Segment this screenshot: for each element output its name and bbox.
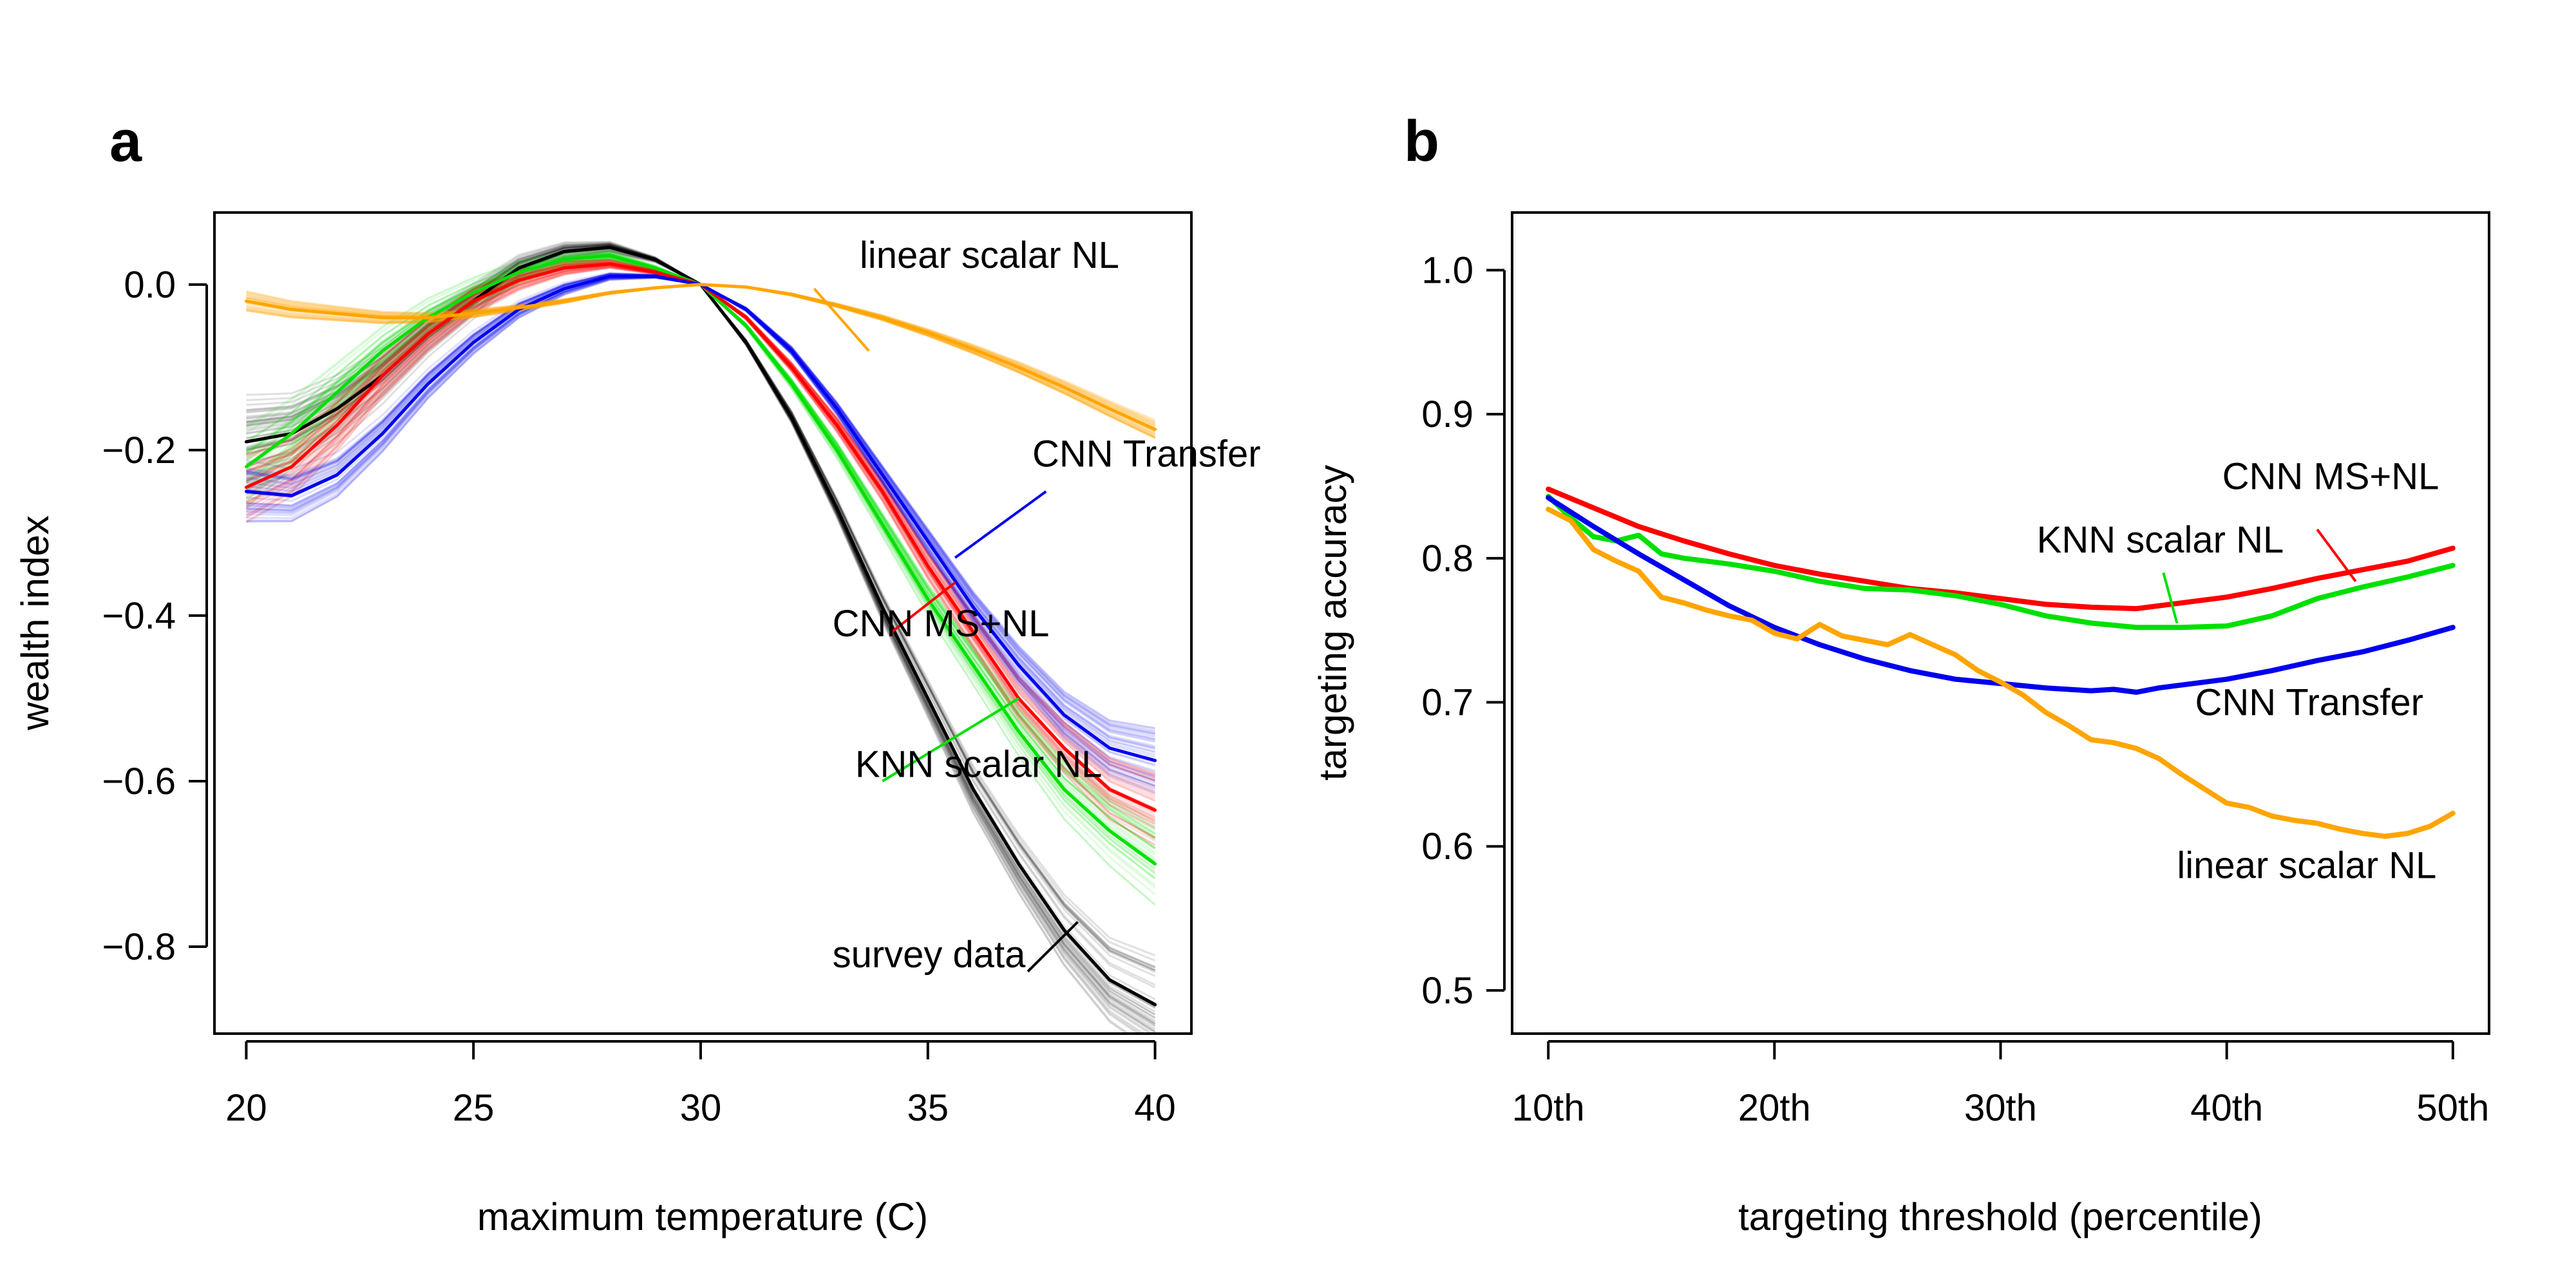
panel-a-label: a	[109, 109, 142, 174]
annotation-pointer-linear-scalar-nl	[813, 287, 870, 352]
series-line-linear-scalar-nl	[244, 283, 1157, 431]
panel-a-y-axis-title: wealth index	[14, 515, 57, 731]
panel-a-plot-area	[244, 240, 1157, 1034]
series-line-cnn-ms-nl	[1546, 486, 2456, 612]
series-line-knn-scalar-nl	[1546, 493, 2456, 630]
panel-b-x-axis-title: targeting threshold (percentile)	[1738, 1195, 2262, 1238]
annotation-linear-scalar-nl: linear scalar NL	[2177, 844, 2436, 886]
annotation-cnn-transfer: CNN Transfer	[1032, 433, 1261, 475]
panel-b-y-tick-label: 0.8	[1421, 538, 1473, 580]
annotation-pointer-cnn-transfer	[954, 490, 1047, 559]
panel-a-y-tick-label: 0.0	[124, 264, 176, 306]
series-line-cnn-transfer	[1546, 495, 2456, 695]
annotation-pointer-survey-data	[1027, 921, 1079, 973]
annotation-cnn-ms-nl: CNN MS+NL	[2222, 455, 2439, 497]
panel-a: a 20 25 30 35 40 0.0 −0.2 −0.4 −0.6 −0.8 maximum …	[14, 109, 1261, 1238]
annotation-pointer-cnn-ms-nl	[2316, 528, 2357, 582]
panel-a-x-tick-label: 30	[680, 1087, 722, 1129]
annotation-cnn-transfer: CNN Transfer	[2195, 682, 2423, 724]
panel-a-y-tick-label: −0.2	[102, 430, 176, 471]
panel-b-axes: 10th 20th 30th 40th 50th 0.5 0.6 0.7 0.8 0.9 1.0	[1421, 249, 2489, 1129]
annotation-pointer-knn-scalar-nl	[2162, 572, 2179, 624]
panel-a-axes: 20 25 30 35 40 0.0 −0.2 −0.4 −0.6 −0.8	[102, 264, 1176, 1129]
panel-b-plot-area	[1546, 486, 2456, 839]
panel-a-x-tick-label: 25	[453, 1087, 495, 1129]
panel-b-annotations: CNN MS+NL KNN scalar NL CNN Transfer linear…	[2037, 455, 2439, 886]
panel-b-y-tick-label: 0.7	[1421, 682, 1473, 724]
panel-b-frame	[1511, 211, 2490, 1035]
panel-a-y-tick-label: −0.8	[102, 926, 176, 968]
panel-b-x-tick-label: 50th	[2416, 1087, 2489, 1129]
panel-b: b 10th 20th 30th 40th 50th 0.5 0.6 0.7 0.8 0.9 1.0…	[1311, 109, 2490, 1238]
panel-b-y-tick-label: 0.5	[1421, 970, 1473, 1012]
series-line-linear-scalar-nl	[1546, 506, 2456, 839]
panel-a-x-tick-label: 20	[225, 1087, 267, 1129]
panel-b-y-tick-label: 1.0	[1421, 249, 1473, 291]
panel-b-y-tick-label: 0.6	[1421, 826, 1473, 867]
panel-a-frame	[213, 211, 1193, 1035]
panel-a-x-tick-label: 35	[907, 1087, 949, 1129]
annotation-knn-scalar-nl: KNN scalar NL	[855, 744, 1103, 786]
panel-a-x-tick-label: 40	[1134, 1087, 1176, 1129]
panel-a-y-tick-label: −0.4	[102, 595, 176, 637]
panel-b-x-tick-label: 30th	[1964, 1087, 2037, 1129]
annotation-pointer-cnn-ms-nl	[891, 581, 956, 634]
panel-b-x-tick-label: 20th	[1738, 1087, 1811, 1129]
panel-b-label: b	[1404, 109, 1439, 174]
annotation-linear-scalar-nl: linear scalar NL	[860, 234, 1119, 276]
annotation-pointer-knn-scalar-nl	[882, 697, 1019, 782]
panel-b-y-axis-title: targeting accuracy	[1311, 465, 1354, 781]
panel-b-x-tick-label: 10th	[1512, 1087, 1585, 1129]
panel-a-x-axis-title: maximum temperature (C)	[477, 1195, 928, 1238]
panel-a-series-group	[244, 240, 1157, 1034]
annotation-knn-scalar-nl: KNN scalar NL	[2037, 519, 2284, 561]
panel-b-y-tick-label: 0.9	[1421, 393, 1473, 435]
panel-a-y-tick-label: −0.6	[102, 761, 176, 802]
annotation-survey-data: survey data	[833, 934, 1027, 976]
panel-b-x-tick-label: 40th	[2190, 1087, 2263, 1129]
panel-a-annotations: linear scalar NL CNN Transfer CNN MS+NL KNN…	[813, 234, 1261, 976]
annotation-cnn-ms-nl: CNN MS+NL	[833, 603, 1050, 645]
panel-b-series-group	[1546, 486, 2456, 839]
